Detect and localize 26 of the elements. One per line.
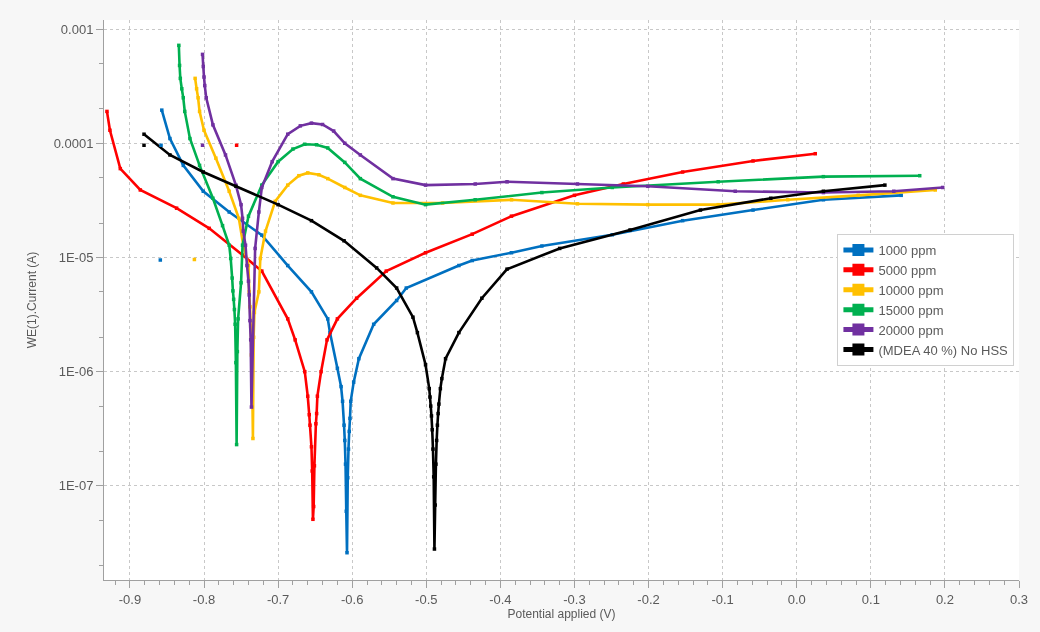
x-tick-label: -0.8 — [192, 591, 216, 607]
y-tick-label: 0.001 — [60, 21, 94, 37]
legend-label: 20000 ppm — [878, 322, 944, 338]
y-axis-title: WE(1).Current (A) — [24, 251, 39, 349]
x-tick-label: -0.9 — [118, 591, 142, 607]
x-tick-label: 0.0 — [787, 591, 806, 607]
x-tick-label: 0.3 — [1009, 591, 1029, 607]
x-tick-label: -0.3 — [563, 591, 586, 607]
legend-label: 15000 ppm — [878, 302, 944, 318]
x-axis-title: Potential applied (V) — [507, 606, 616, 621]
x-tick-label: 0.2 — [935, 591, 954, 607]
x-tick-label: -0.5 — [415, 591, 438, 607]
y-tick-label: 1E-07 — [58, 478, 94, 494]
x-tick-label: 0.1 — [861, 591, 880, 607]
y-tick-label: 1E-06 — [58, 364, 94, 380]
x-tick-label: -0.6 — [341, 591, 364, 607]
x-tick-label: -0.7 — [266, 591, 290, 607]
x-tick-label: -0.4 — [489, 591, 512, 607]
legend-label: (MDEA 40 %) No HSS — [878, 342, 1009, 358]
legend-label: 1000 ppm — [878, 243, 937, 259]
legend-label: 5000 ppm — [878, 262, 937, 278]
x-tick-label: -0.1 — [711, 591, 734, 607]
legend-label: 10000 ppm — [878, 282, 944, 298]
y-tick-label: 1E-05 — [58, 250, 94, 266]
y-tick-label: 0.0001 — [53, 135, 94, 151]
x-tick-label: -0.2 — [637, 591, 660, 607]
